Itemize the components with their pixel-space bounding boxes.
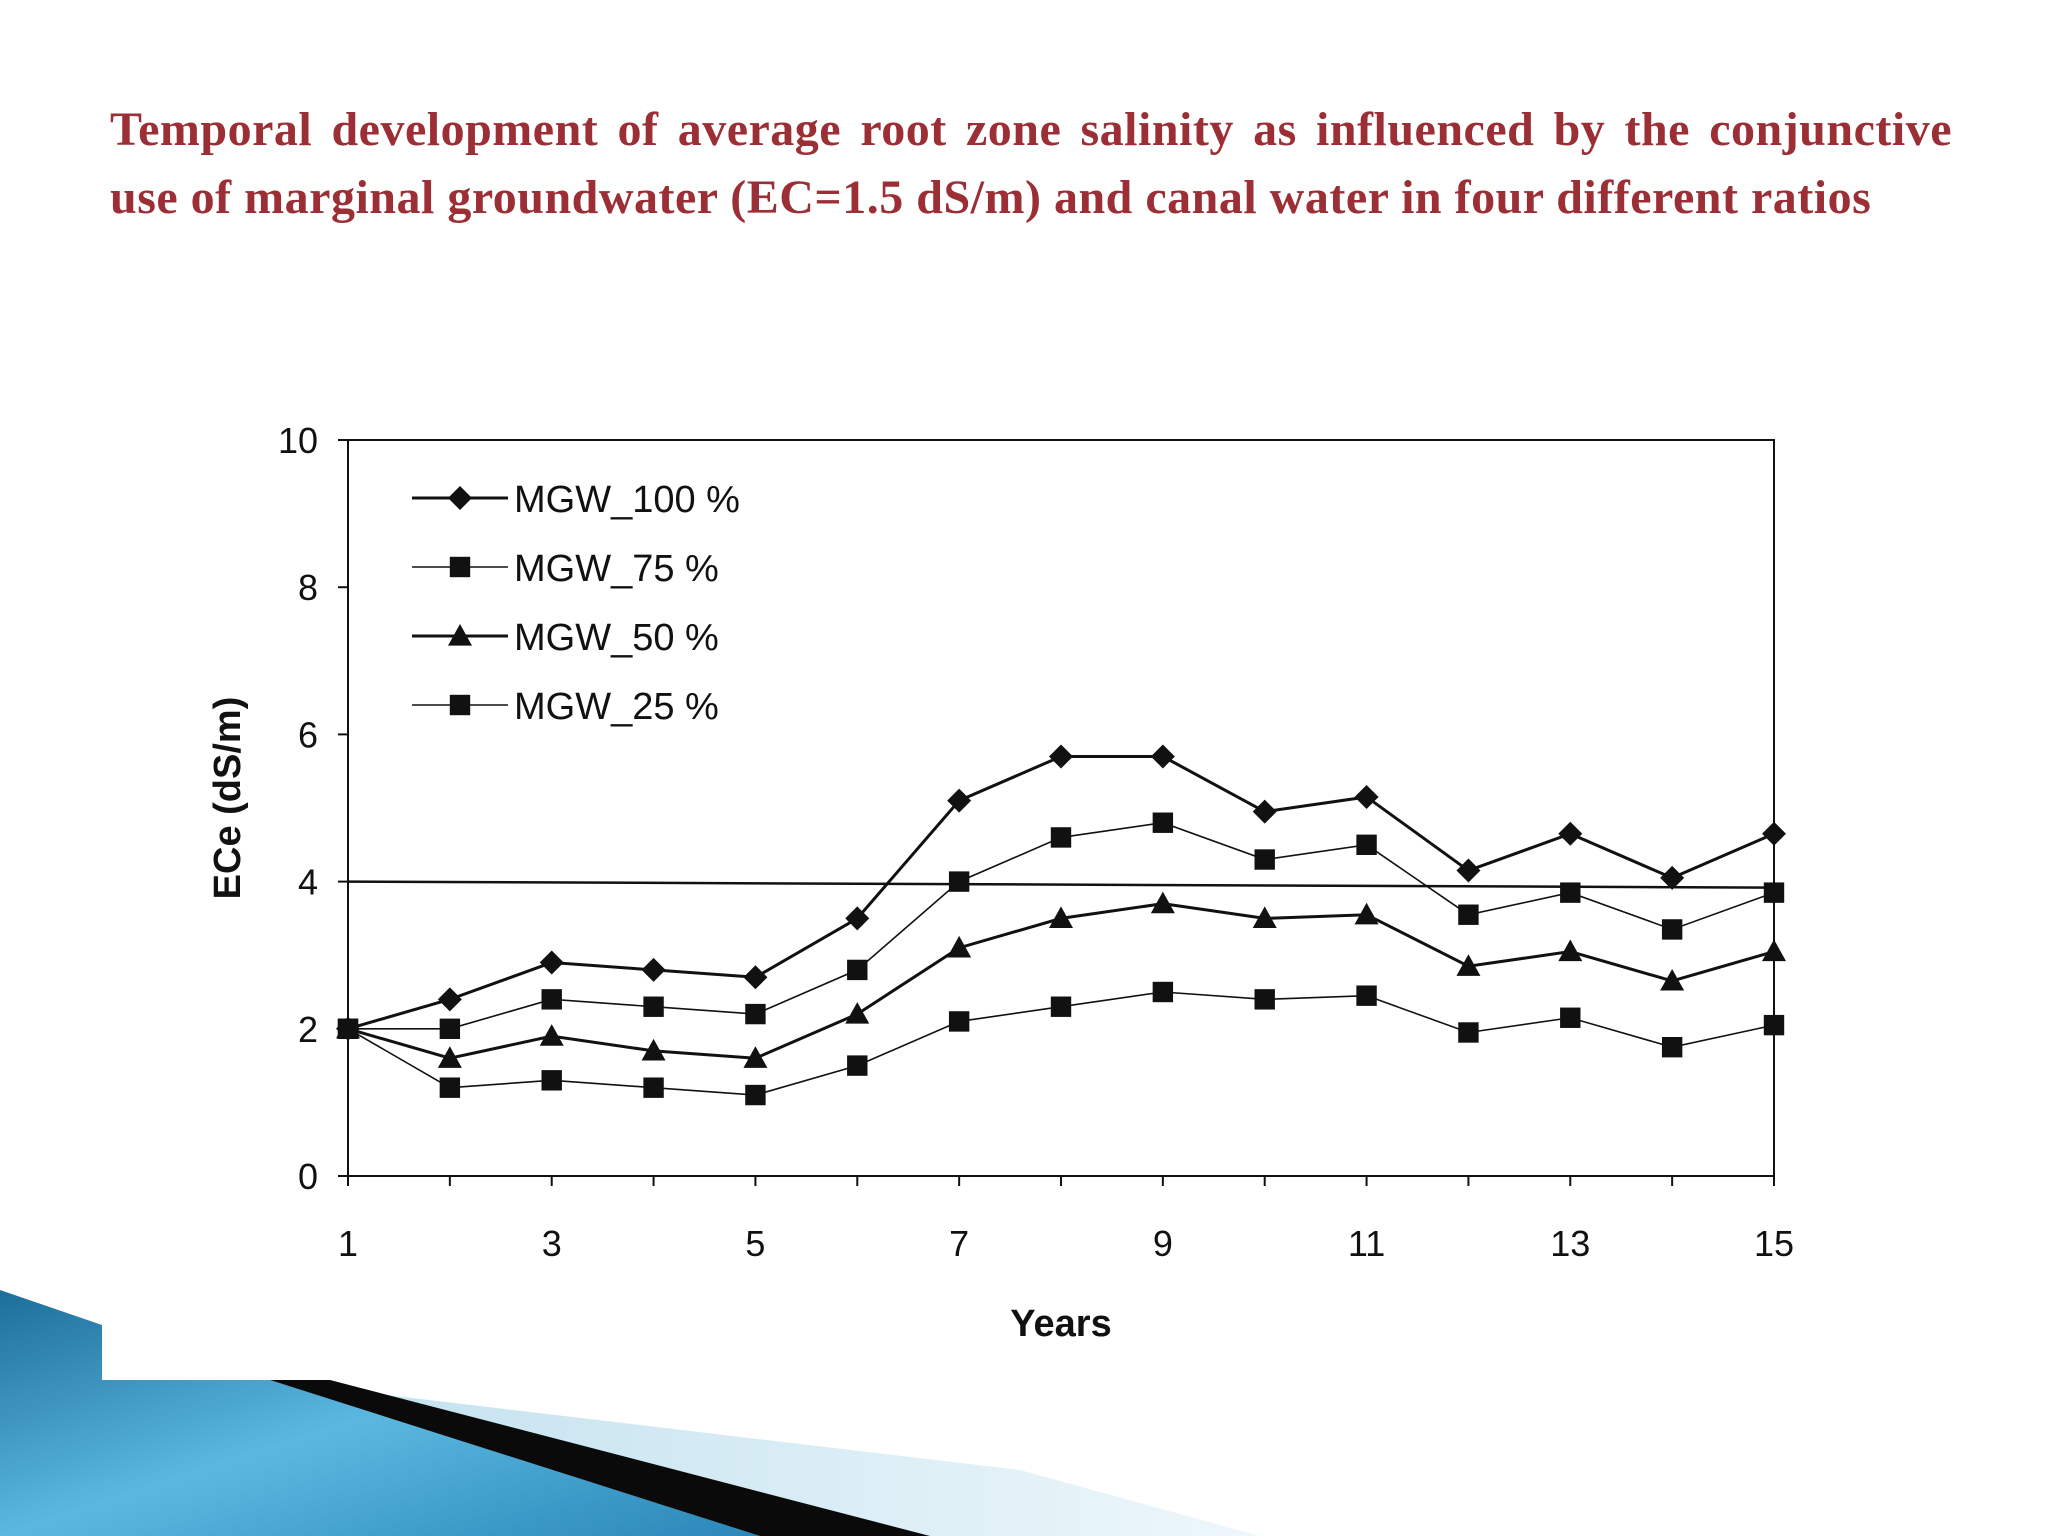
data-point-series-3 bbox=[539, 1024, 564, 1046]
pale-swoosh bbox=[260, 1380, 1260, 1536]
data-point-series-2 bbox=[1560, 882, 1581, 903]
data-point-series-4 bbox=[1661, 1037, 1683, 1058]
data-point-series-3 bbox=[743, 1046, 768, 1068]
legend-marker-1 bbox=[448, 486, 472, 510]
data-point-series-2 bbox=[1458, 904, 1479, 925]
blue-swoosh bbox=[0, 1290, 760, 1536]
data-point-series-1 bbox=[1762, 821, 1786, 846]
data-point-series-1 bbox=[437, 987, 462, 1012]
data-point-series-4 bbox=[1763, 1014, 1785, 1036]
data-point-series-3 bbox=[1049, 906, 1073, 928]
data-point-series-4 bbox=[1356, 985, 1377, 1006]
y-tick-label: 2 bbox=[298, 1009, 318, 1050]
x-tick-label: 3 bbox=[542, 1223, 562, 1264]
data-point-series-2 bbox=[847, 959, 868, 981]
data-point-series-3 bbox=[1456, 954, 1481, 976]
data-point-series-2 bbox=[948, 871, 970, 892]
legend-marker-3 bbox=[448, 624, 472, 646]
data-point-series-1 bbox=[1558, 821, 1583, 846]
data-point-series-1 bbox=[947, 788, 972, 813]
legend-label-4: MGW_25 % bbox=[514, 686, 719, 728]
x-tick-label: 15 bbox=[1754, 1223, 1794, 1264]
data-point-series-4 bbox=[745, 1084, 766, 1106]
data-point-series-4 bbox=[948, 1011, 970, 1032]
data-point-series-1 bbox=[1049, 744, 1073, 769]
y-tick-label: 10 bbox=[278, 420, 318, 461]
data-point-series-4 bbox=[1458, 1022, 1479, 1043]
y-axis-title: ECe (dS/m) bbox=[207, 697, 249, 900]
data-point-series-1 bbox=[641, 957, 666, 982]
x-tick-label: 5 bbox=[745, 1223, 765, 1264]
data-point-series-2 bbox=[643, 996, 664, 1017]
data-point-series-3 bbox=[1252, 906, 1277, 928]
data-point-series-2 bbox=[745, 1003, 766, 1025]
data-point-series-4 bbox=[1152, 981, 1174, 1003]
data-point-series-3 bbox=[947, 935, 972, 958]
x-axis-title: Years bbox=[1010, 1303, 1111, 1345]
data-point-series-2 bbox=[1356, 834, 1377, 855]
data-point-series-3 bbox=[1354, 902, 1379, 925]
data-point-series-4 bbox=[439, 1077, 461, 1098]
data-point-series-4 bbox=[847, 1055, 868, 1076]
data-point-series-4 bbox=[1254, 989, 1275, 1010]
legend-label-3: MGW_50 % bbox=[514, 617, 719, 659]
x-tick-label: 13 bbox=[1550, 1223, 1590, 1264]
y-tick-label: 8 bbox=[298, 567, 318, 608]
data-point-series-3 bbox=[1558, 939, 1583, 962]
data-point-series-3 bbox=[641, 1038, 666, 1061]
y-tick-label: 4 bbox=[298, 862, 318, 903]
data-point-series-3 bbox=[437, 1046, 462, 1068]
x-tick-label: 1 bbox=[338, 1223, 358, 1264]
data-point-series-2 bbox=[1661, 919, 1683, 940]
y-tick-label: 6 bbox=[298, 714, 318, 755]
legend-label-1: MGW_100 % bbox=[514, 479, 740, 521]
data-point-series-4 bbox=[643, 1077, 664, 1098]
x-tick-label: 7 bbox=[949, 1223, 969, 1264]
data-point-series-3 bbox=[1150, 891, 1175, 914]
data-point-series-3 bbox=[1762, 939, 1786, 962]
data-point-series-1 bbox=[1456, 858, 1481, 883]
data-point-series-1 bbox=[845, 906, 870, 931]
data-point-series-2 bbox=[1050, 827, 1072, 848]
data-point-series-1 bbox=[1150, 744, 1175, 769]
legend-marker-4 bbox=[449, 694, 471, 716]
x-tick-label: 11 bbox=[1348, 1223, 1385, 1264]
legend-label-2: MGW_75 % bbox=[514, 548, 719, 590]
data-point-series-3 bbox=[1660, 968, 1685, 991]
slide-title: Temporal development of average root zon… bbox=[110, 103, 1952, 224]
data-point-series-4 bbox=[337, 1018, 359, 1039]
data-point-series-1 bbox=[743, 965, 768, 990]
data-point-series-4 bbox=[1050, 996, 1072, 1017]
threshold-line bbox=[347, 880, 1775, 889]
data-point-series-1 bbox=[539, 950, 564, 975]
x-tick-label: 9 bbox=[1153, 1223, 1173, 1264]
y-tick-label: 0 bbox=[298, 1156, 318, 1197]
data-point-series-2 bbox=[1152, 812, 1174, 833]
data-point-series-1 bbox=[1252, 799, 1277, 824]
data-point-series-4 bbox=[541, 1070, 562, 1091]
dark-swoosh bbox=[270, 1380, 930, 1536]
data-point-series-1 bbox=[1660, 865, 1685, 890]
data-point-series-2 bbox=[1254, 849, 1275, 870]
data-point-series-2 bbox=[439, 1018, 461, 1039]
data-point-series-4 bbox=[1560, 1007, 1581, 1028]
legend-marker-2 bbox=[449, 556, 471, 578]
data-point-series-2 bbox=[541, 989, 562, 1010]
data-point-series-1 bbox=[1354, 784, 1379, 809]
data-point-series-2 bbox=[1763, 882, 1785, 903]
data-point-series-3 bbox=[845, 1002, 870, 1024]
